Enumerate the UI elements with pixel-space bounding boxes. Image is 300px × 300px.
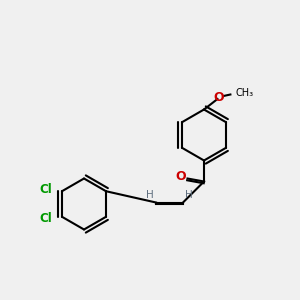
Text: CH₃: CH₃ bbox=[236, 88, 253, 98]
Text: Cl: Cl bbox=[39, 183, 52, 196]
Text: O: O bbox=[214, 91, 224, 104]
Text: H: H bbox=[146, 190, 154, 200]
Text: O: O bbox=[176, 170, 186, 184]
Text: H: H bbox=[185, 190, 193, 200]
Text: Cl: Cl bbox=[39, 212, 52, 225]
